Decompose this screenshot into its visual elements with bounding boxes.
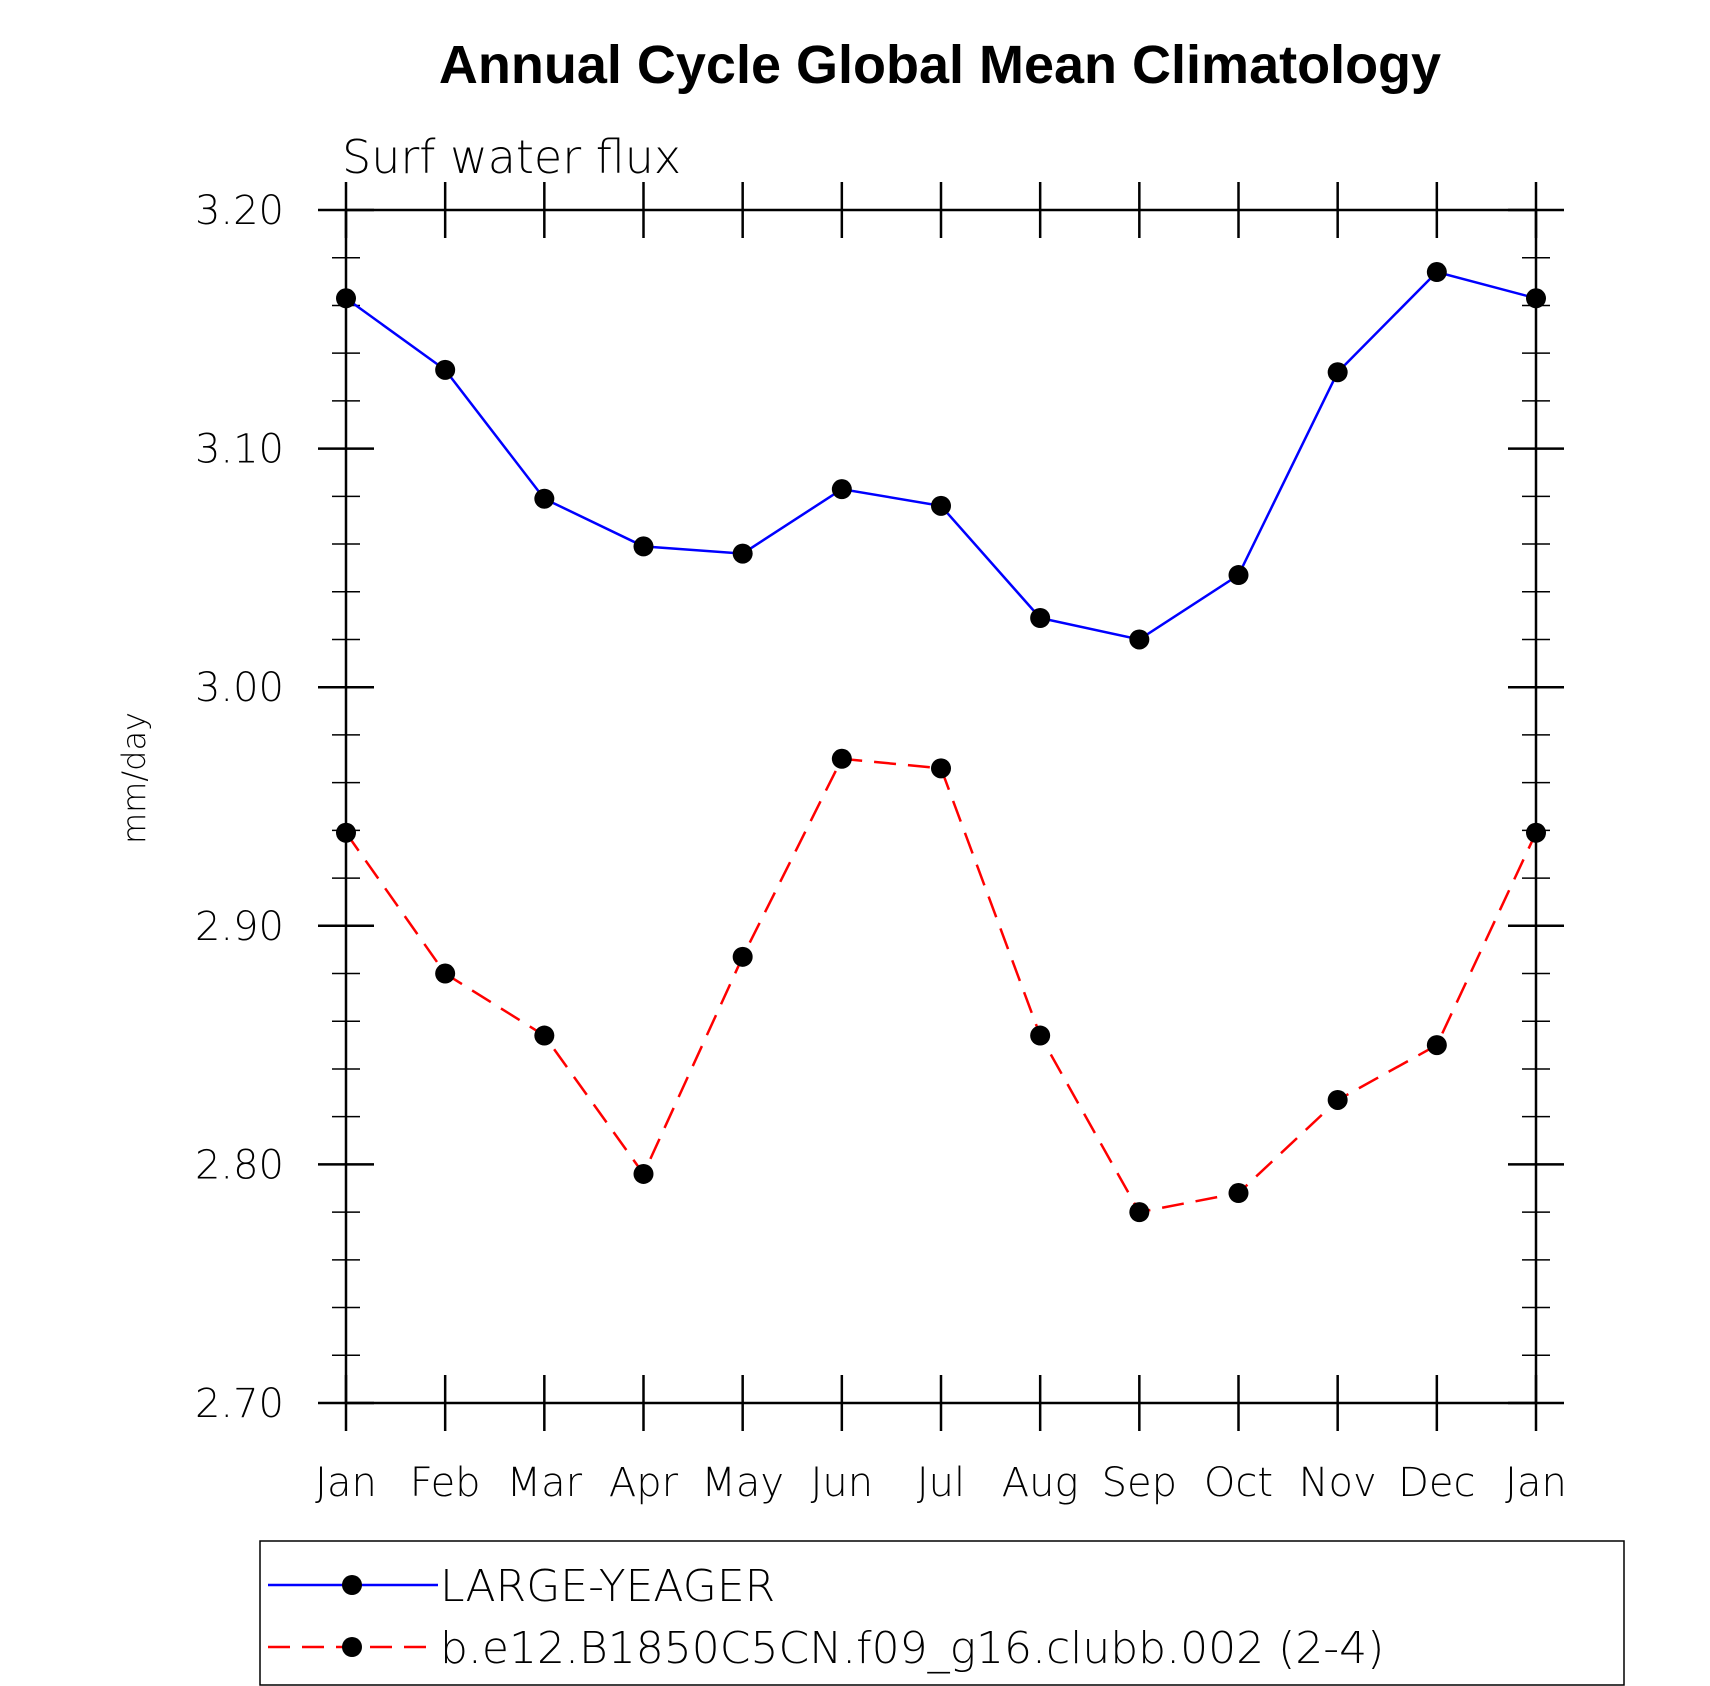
y-tick-label: 3.00 <box>195 665 284 711</box>
x-tick-label: Jun <box>811 1460 874 1506</box>
data-point-series-0 <box>435 359 456 380</box>
data-point-series-1 <box>1327 1089 1348 1110</box>
y-tick-label: 3.20 <box>195 188 284 234</box>
data-point-series-1 <box>534 1025 555 1046</box>
x-tick-label: Oct <box>1204 1460 1273 1506</box>
data-point-series-1 <box>1030 1025 1051 1046</box>
chart-title: Annual Cycle Global Mean Climatology <box>439 35 1441 95</box>
legend: LARGE-YEAGER b.e12.B1850C5CN.f09_g16.clu… <box>259 1540 1625 1686</box>
plot-frame <box>344 208 1538 1405</box>
x-tick-label: Jan <box>315 1460 377 1506</box>
x-tick-label: Aug <box>1002 1460 1079 1506</box>
data-point-series-0 <box>1327 362 1348 383</box>
series-line-1 <box>344 757 1538 1214</box>
legend-marker-clubb <box>342 1637 362 1657</box>
data-point-series-1 <box>931 758 951 779</box>
y-tick-label: 2.80 <box>195 1142 284 1188</box>
data-point-series-1 <box>732 946 753 967</box>
x-tick-label: Apr <box>609 1460 679 1506</box>
data-point-series-0 <box>1228 565 1249 586</box>
y-tick-label: 2.70 <box>195 1381 284 1427</box>
x-tick-label: Jul <box>917 1460 965 1506</box>
x-tick-label: Jan <box>1505 1460 1567 1506</box>
series-layer <box>336 262 1546 1223</box>
x-tick-labels: Jan Feb Mar Apr May Jun Jul Aug Sep Oct Nov Dec Jan <box>315 1460 1567 1506</box>
chart-subtitle: Surf water flux <box>342 130 681 184</box>
series-line-0 <box>345 270 1537 641</box>
data-point-series-0 <box>633 536 654 557</box>
data-point-series-0 <box>1426 262 1447 283</box>
data-point-series-0 <box>1526 288 1546 309</box>
legend-label-large-yeager: LARGE-YEAGER <box>440 1561 775 1612</box>
data-point-series-0 <box>732 543 753 564</box>
x-tick-label: Dec <box>1398 1460 1475 1506</box>
data-point-series-1 <box>435 963 456 984</box>
x-tick-label: May <box>701 1460 784 1506</box>
data-point-series-1 <box>831 748 852 769</box>
data-point-series-1 <box>633 1163 654 1184</box>
y-axis-label: mm/day <box>115 712 153 844</box>
x-tick-label: Mar <box>507 1460 583 1506</box>
data-point-series-0 <box>534 488 555 509</box>
data-point-series-1 <box>1129 1202 1150 1223</box>
data-point-series-0 <box>831 479 852 500</box>
data-point-series-1 <box>1228 1183 1249 1204</box>
legend-box <box>259 1540 1625 1686</box>
x-tick-label: Feb <box>410 1460 481 1506</box>
x-tick-label: Nov <box>1299 1460 1377 1506</box>
axis-ticks <box>318 182 1564 1431</box>
y-tick-label: 2.90 <box>195 904 284 950</box>
data-point-series-0 <box>1129 629 1150 650</box>
y-tick-label: 3.10 <box>195 427 284 473</box>
data-point-series-0 <box>336 288 356 309</box>
legend-label-clubb: b.e12.B1850C5CN.f09_g16.clubb.002 (2-4) <box>440 1623 1384 1674</box>
legend-marker-large-yeager <box>342 1575 362 1595</box>
x-tick-label: Sep <box>1102 1460 1177 1506</box>
data-point-series-0 <box>1030 608 1051 629</box>
data-point-series-1 <box>1426 1035 1447 1056</box>
y-tick-labels: 2.70 2.80 2.90 3.00 3.10 3.20 <box>195 188 284 1427</box>
data-point-series-1 <box>1526 822 1546 843</box>
data-point-series-1 <box>336 822 356 843</box>
data-point-series-0 <box>931 495 951 516</box>
